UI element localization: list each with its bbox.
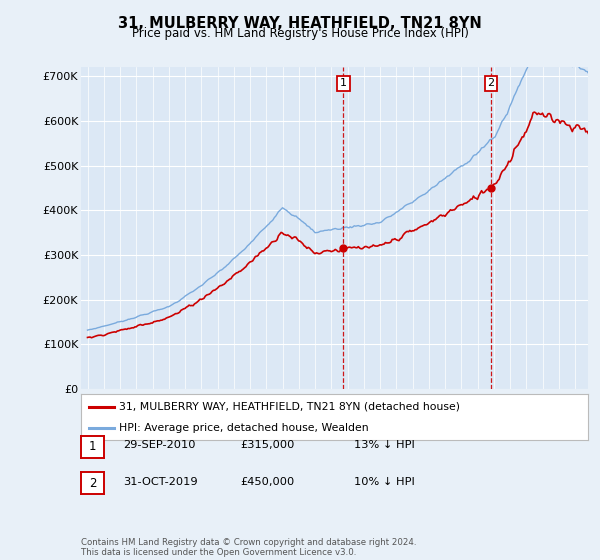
Text: 13% ↓ HPI: 13% ↓ HPI — [354, 440, 415, 450]
Text: HPI: Average price, detached house, Wealden: HPI: Average price, detached house, Weal… — [119, 423, 368, 433]
Text: 31-OCT-2019: 31-OCT-2019 — [123, 477, 197, 487]
Text: Price paid vs. HM Land Registry's House Price Index (HPI): Price paid vs. HM Land Registry's House … — [131, 27, 469, 40]
Text: 1: 1 — [89, 440, 96, 454]
Text: 2: 2 — [487, 78, 494, 88]
Text: £315,000: £315,000 — [240, 440, 295, 450]
Text: 29-SEP-2010: 29-SEP-2010 — [123, 440, 196, 450]
Text: 2: 2 — [89, 477, 96, 490]
Text: 1: 1 — [340, 78, 347, 88]
Text: Contains HM Land Registry data © Crown copyright and database right 2024.
This d: Contains HM Land Registry data © Crown c… — [81, 538, 416, 557]
Text: 31, MULBERRY WAY, HEATHFIELD, TN21 8YN (detached house): 31, MULBERRY WAY, HEATHFIELD, TN21 8YN (… — [119, 402, 460, 412]
Text: 10% ↓ HPI: 10% ↓ HPI — [354, 477, 415, 487]
Text: £450,000: £450,000 — [240, 477, 294, 487]
Text: 31, MULBERRY WAY, HEATHFIELD, TN21 8YN: 31, MULBERRY WAY, HEATHFIELD, TN21 8YN — [118, 16, 482, 31]
